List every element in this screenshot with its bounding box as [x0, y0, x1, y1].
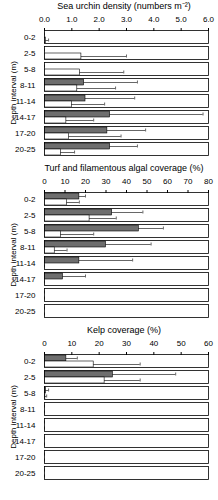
svg-text:0-2: 0-2 — [24, 195, 36, 204]
svg-text:3.0: 3.0 — [121, 15, 133, 24]
svg-text:Depth interval (m): Depth interval (m) — [9, 385, 18, 449]
svg-text:2-5: 2-5 — [24, 373, 36, 382]
svg-text:17-20: 17-20 — [15, 129, 36, 138]
svg-text:5.0: 5.0 — [176, 15, 188, 24]
svg-text:0-2: 0-2 — [24, 357, 36, 366]
svg-text:6.0: 6.0 — [203, 15, 215, 24]
svg-text:60: 60 — [163, 177, 172, 186]
svg-text:0.0: 0.0 — [39, 15, 51, 24]
svg-text:11-14: 11-14 — [16, 421, 36, 430]
svg-text:Depth interval (m): Depth interval (m) — [9, 223, 18, 287]
svg-text:30: 30 — [122, 339, 131, 348]
svg-text:4.0: 4.0 — [148, 15, 160, 24]
svg-text:2-5: 2-5 — [24, 49, 36, 58]
svg-text:8-11: 8-11 — [20, 243, 36, 252]
svg-text:10: 10 — [61, 177, 70, 186]
svg-text:8-11: 8-11 — [20, 81, 36, 90]
svg-text:11-14: 11-14 — [16, 97, 36, 106]
svg-text:20-25: 20-25 — [15, 469, 36, 478]
svg-text:50: 50 — [143, 177, 152, 186]
svg-text:80: 80 — [204, 177, 213, 186]
svg-text:30: 30 — [102, 177, 111, 186]
svg-text:17-20: 17-20 — [15, 453, 36, 462]
svg-text:0: 0 — [42, 177, 47, 186]
svg-text:5-8: 5-8 — [24, 389, 36, 398]
svg-text:0: 0 — [42, 339, 47, 348]
svg-text:40: 40 — [149, 339, 158, 348]
svg-text:10: 10 — [67, 339, 76, 348]
svg-text:50: 50 — [177, 339, 186, 348]
svg-text:17-20: 17-20 — [15, 291, 36, 300]
svg-text:40: 40 — [122, 177, 131, 186]
svg-text:14-17: 14-17 — [15, 274, 36, 284]
svg-text:0-2: 0-2 — [24, 33, 36, 42]
svg-text:Depth interval (m): Depth interval (m) — [9, 61, 18, 125]
svg-text:1.0: 1.0 — [66, 15, 78, 24]
svg-text:20: 20 — [81, 177, 90, 186]
svg-text:20-25: 20-25 — [15, 145, 36, 154]
html-text:Sea urchin density (numbers m⁻: Sea urchin density (numbers m⁻²) — [57, 1, 191, 11]
svg-text:20: 20 — [95, 339, 104, 348]
svg-text:8-11: 8-11 — [20, 405, 36, 414]
svg-text:14-17: 14-17 — [15, 112, 36, 122]
svg-text:20-25: 20-25 — [15, 307, 36, 316]
svg-text:2.0: 2.0 — [94, 15, 106, 24]
svg-text:2-5: 2-5 — [24, 211, 36, 220]
svg-text:14-17: 14-17 — [15, 436, 36, 446]
svg-text:60: 60 — [204, 339, 213, 348]
svg-text:70: 70 — [184, 177, 193, 186]
html-text:Kelp coverage (%): Kelp coverage (%) — [87, 325, 161, 335]
svg-text:5-8: 5-8 — [24, 227, 36, 236]
svg-text:5-8: 5-8 — [24, 65, 36, 74]
svg-text:11-14: 11-14 — [16, 259, 36, 268]
html-text:Turf and filamentous algal cov: Turf and filamentous algal coverage (%) — [44, 163, 204, 173]
